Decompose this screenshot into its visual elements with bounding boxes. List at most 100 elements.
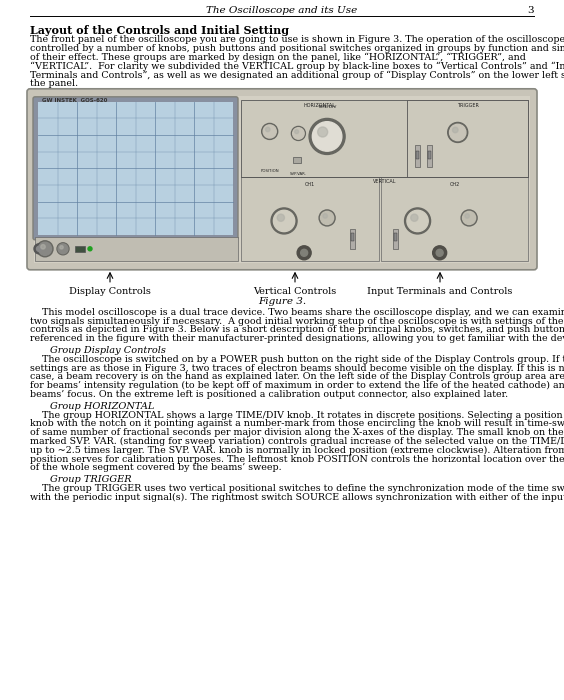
Text: of their effect. These groups are marked by design on the panel, like “HORIZONTA: of their effect. These groups are marked… xyxy=(30,52,526,62)
Text: for beams’ intensity regulation (to be kept off of maximum in order to extend th: for beams’ intensity regulation (to be k… xyxy=(30,382,564,391)
Text: 3: 3 xyxy=(527,6,534,15)
Text: The oscilloscope is switched on by a POWER push button on the right side of the : The oscilloscope is switched on by a POW… xyxy=(30,355,564,364)
Circle shape xyxy=(277,214,284,221)
Bar xyxy=(393,229,398,248)
Bar xyxy=(241,100,528,261)
Text: TIME/DIV: TIME/DIV xyxy=(318,105,337,108)
Text: Terminals and Controls”, as well as we designated an additional group of “Displa: Terminals and Controls”, as well as we d… xyxy=(30,70,564,80)
Text: of the whole segment covered by the beams’ sweep.: of the whole segment covered by the beam… xyxy=(30,463,281,473)
Text: TRIGGER: TRIGGER xyxy=(457,103,479,108)
Text: CH2: CH2 xyxy=(450,182,460,187)
Bar xyxy=(416,145,420,167)
Circle shape xyxy=(263,125,276,138)
Circle shape xyxy=(38,242,51,256)
Circle shape xyxy=(293,127,304,139)
Circle shape xyxy=(34,244,44,254)
Circle shape xyxy=(301,249,307,256)
Bar xyxy=(416,151,420,159)
Circle shape xyxy=(297,246,311,260)
Text: “VERTICAL”.  For clarity we subdivided the VERTICAL group by black-line boxes to: “VERTICAL”. For clarity we subdivided th… xyxy=(30,62,564,71)
FancyBboxPatch shape xyxy=(27,89,537,270)
Text: This model oscilloscope is a dual trace device. Two beams share the oscilloscope: This model oscilloscope is a dual trace … xyxy=(30,308,564,317)
Text: case, a beam recovery is on the hand as explained later. On the left side of the: case, a beam recovery is on the hand as … xyxy=(30,372,564,382)
Bar xyxy=(241,100,528,177)
Text: knob with the notch on it pointing against a number-mark from those encircling t: knob with the notch on it pointing again… xyxy=(30,419,564,428)
Text: Figure 3.: Figure 3. xyxy=(258,297,306,306)
Circle shape xyxy=(323,214,327,218)
Bar xyxy=(428,145,433,167)
Circle shape xyxy=(295,130,298,134)
Circle shape xyxy=(266,127,270,132)
Circle shape xyxy=(462,211,475,225)
Circle shape xyxy=(319,210,335,226)
Circle shape xyxy=(465,214,469,218)
Circle shape xyxy=(58,244,68,253)
Text: Vertical Controls: Vertical Controls xyxy=(253,287,337,296)
Text: beams’ focus. On the extreme left is positioned a calibration output connector, : beams’ focus. On the extreme left is pos… xyxy=(30,390,508,399)
Bar xyxy=(429,151,431,159)
Text: The group TRIGGER uses two vertical positional switches to define the synchroniz: The group TRIGGER uses two vertical posi… xyxy=(30,484,564,493)
Circle shape xyxy=(404,208,430,234)
Text: SVP.VAR.: SVP.VAR. xyxy=(290,172,307,176)
Circle shape xyxy=(312,122,342,151)
Text: Layout of the Controls and Initial Setting: Layout of the Controls and Initial Setti… xyxy=(30,25,289,36)
Bar xyxy=(407,100,528,177)
Bar xyxy=(35,237,238,261)
Circle shape xyxy=(57,243,69,255)
Text: CH1: CH1 xyxy=(305,182,315,187)
Circle shape xyxy=(262,123,277,139)
Text: with the periodic input signal(s). The rightmost switch SOURCE allows synchroniz: with the periodic input signal(s). The r… xyxy=(30,493,564,502)
Text: two signals simultaneously if necessary.  A good initial working setup of the os: two signals simultaneously if necessary.… xyxy=(30,316,564,326)
Text: settings are as those in Figure 3, two traces of electron beams should become vi: settings are as those in Figure 3, two t… xyxy=(30,363,564,372)
Bar xyxy=(293,157,301,163)
Text: marked SVP. VAR. (standing for sweep variation) controls gradual increase of the: marked SVP. VAR. (standing for sweep var… xyxy=(30,437,564,446)
Text: POSITION: POSITION xyxy=(261,169,279,173)
Circle shape xyxy=(461,210,477,226)
Circle shape xyxy=(436,249,443,256)
Text: The front panel of the oscilloscope you are going to use is shown in Figure 3. T: The front panel of the oscilloscope you … xyxy=(30,35,564,44)
Bar xyxy=(351,233,354,241)
Bar xyxy=(34,96,530,262)
Circle shape xyxy=(60,246,63,249)
Text: controls as depicted in Figure 3. Below is a short description of the principal : controls as depicted in Figure 3. Below … xyxy=(30,326,564,335)
Circle shape xyxy=(448,122,468,142)
Text: The Oscilloscope and its Use: The Oscilloscope and its Use xyxy=(206,6,358,15)
Circle shape xyxy=(450,124,466,141)
Circle shape xyxy=(318,127,328,137)
Text: the panel.: the panel. xyxy=(30,79,78,88)
Circle shape xyxy=(433,246,447,260)
Text: Group TRIGGER: Group TRIGGER xyxy=(50,475,131,484)
Circle shape xyxy=(309,118,345,155)
Text: Input Terminals and Controls: Input Terminals and Controls xyxy=(367,287,513,296)
Circle shape xyxy=(452,127,458,133)
Circle shape xyxy=(407,210,428,232)
Text: Group HORIZONTAL: Group HORIZONTAL xyxy=(50,402,155,411)
Text: HORIZONTAL: HORIZONTAL xyxy=(304,103,336,108)
Circle shape xyxy=(411,214,418,221)
Text: up to ~2.5 times larger. The SVP. VAR. knob is normally in locked position (extr: up to ~2.5 times larger. The SVP. VAR. k… xyxy=(30,446,564,455)
Circle shape xyxy=(37,246,42,251)
Text: referenced in the figure with their manufacturer-printed designations, allowing : referenced in the figure with their manu… xyxy=(30,334,564,343)
Circle shape xyxy=(292,127,305,141)
Text: position serves for calibration purposes. The leftmost knob POSITION controls th: position serves for calibration purposes… xyxy=(30,454,564,463)
Text: controlled by a number of knobs, push buttons and positional switches organized : controlled by a number of knobs, push bu… xyxy=(30,44,564,52)
Text: of same number of fractional seconds per major division along the X-axes of the : of same number of fractional seconds per… xyxy=(30,428,564,438)
Bar xyxy=(75,246,85,252)
Bar xyxy=(38,102,233,235)
Text: Group Display Controls: Group Display Controls xyxy=(50,346,166,355)
Circle shape xyxy=(274,210,295,232)
FancyBboxPatch shape xyxy=(33,97,238,240)
Circle shape xyxy=(37,241,53,257)
Bar xyxy=(350,229,355,248)
Bar xyxy=(241,177,379,261)
Text: GW INSTEK  GOS-620: GW INSTEK GOS-620 xyxy=(42,98,107,103)
Bar xyxy=(381,177,528,261)
Text: The group HORIZONTAL shows a large TIME/DIV knob. It rotates in discrete positio: The group HORIZONTAL shows a large TIME/… xyxy=(30,411,564,419)
Text: VERTICAL: VERTICAL xyxy=(373,179,396,184)
Circle shape xyxy=(320,211,334,225)
Circle shape xyxy=(271,208,297,234)
Circle shape xyxy=(88,247,92,251)
Bar xyxy=(394,233,396,241)
Text: Display Controls: Display Controls xyxy=(69,287,151,296)
Circle shape xyxy=(41,244,45,249)
